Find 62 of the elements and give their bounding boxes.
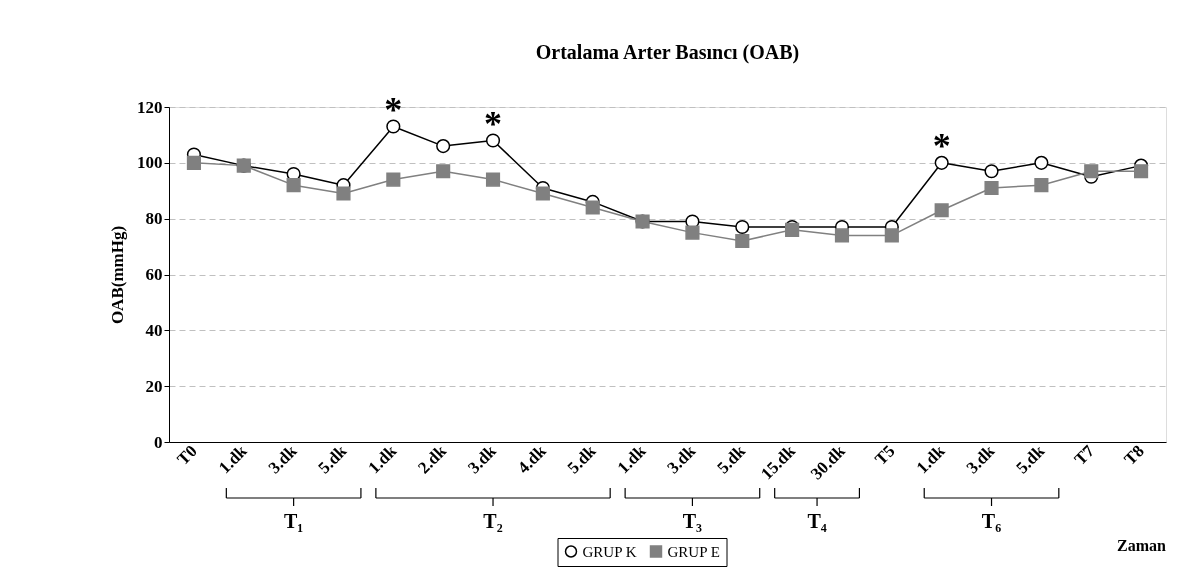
x-tick-label: T8 (1120, 441, 1148, 469)
text: T₂ (483, 510, 503, 532)
point (934, 155, 949, 170)
x-tick-label: T7 (1070, 441, 1099, 469)
x-tick-label: 3.dk (264, 441, 301, 478)
y-tick-label: 20 (145, 376, 163, 396)
x-axis-title: Zaman (1117, 537, 1167, 554)
x-tick-label: 4.dk (513, 441, 551, 478)
text: T₁ (283, 510, 304, 532)
point (386, 119, 401, 134)
x-tick-label: 2.dk (414, 441, 451, 478)
x-tick-label: 1.dk (214, 441, 252, 478)
x-tick-label: 5.dk (713, 441, 750, 478)
y-tick-label: 80 (145, 209, 163, 229)
point (585, 200, 600, 215)
point (336, 186, 351, 201)
point (735, 219, 750, 235)
point (735, 233, 750, 249)
point (186, 155, 201, 170)
x-tick-label: 5.dk (563, 441, 600, 478)
point (386, 172, 401, 187)
y-tick-label: 40 (145, 320, 163, 340)
legend-label: GRUP K (582, 543, 637, 560)
point (1034, 178, 1049, 193)
y-axis-title: OAB(mmHg) (108, 225, 127, 325)
point (984, 180, 999, 196)
point (834, 228, 850, 243)
point (485, 133, 501, 148)
point (1084, 164, 1099, 179)
x-tick-label: 3.dk (962, 441, 999, 478)
text: T₄ (807, 510, 827, 532)
point (535, 186, 550, 201)
y-tick-label: 100 (137, 153, 163, 173)
x-tick-label: T0 (173, 441, 201, 469)
x-tick-label: 3.dk (464, 441, 501, 478)
point (984, 164, 999, 179)
text: T₃ (682, 510, 703, 532)
point (884, 228, 899, 243)
point (1034, 155, 1049, 170)
x-tick-label: 5.dk (1012, 441, 1049, 478)
y-tick-label: 0 (154, 432, 163, 452)
x-tick-label: 3.dk (663, 441, 700, 478)
x-tick-label: 1.dk (364, 441, 401, 478)
annotation: * (384, 89, 403, 130)
point (436, 164, 451, 179)
chart-title: Ortalama Arter Basıncı (OAB) (535, 40, 800, 64)
annotation: * (932, 125, 951, 166)
legend-label: GRUP E (667, 543, 720, 560)
point (934, 203, 949, 218)
annotation: * (484, 103, 503, 144)
point (485, 172, 501, 187)
text: T₆ (981, 510, 1002, 532)
x-tick-label: 1.dk (613, 441, 650, 478)
point (436, 139, 451, 154)
y-tick-label: 60 (145, 265, 163, 284)
y-tick-label: 120 (137, 97, 163, 117)
x-tick-label: T5 (871, 441, 899, 469)
point (1134, 164, 1149, 179)
point (286, 178, 301, 193)
x-tick-label: 1.dk (912, 441, 949, 478)
x-tick-label: 5.dk (314, 441, 351, 478)
point (685, 225, 700, 240)
